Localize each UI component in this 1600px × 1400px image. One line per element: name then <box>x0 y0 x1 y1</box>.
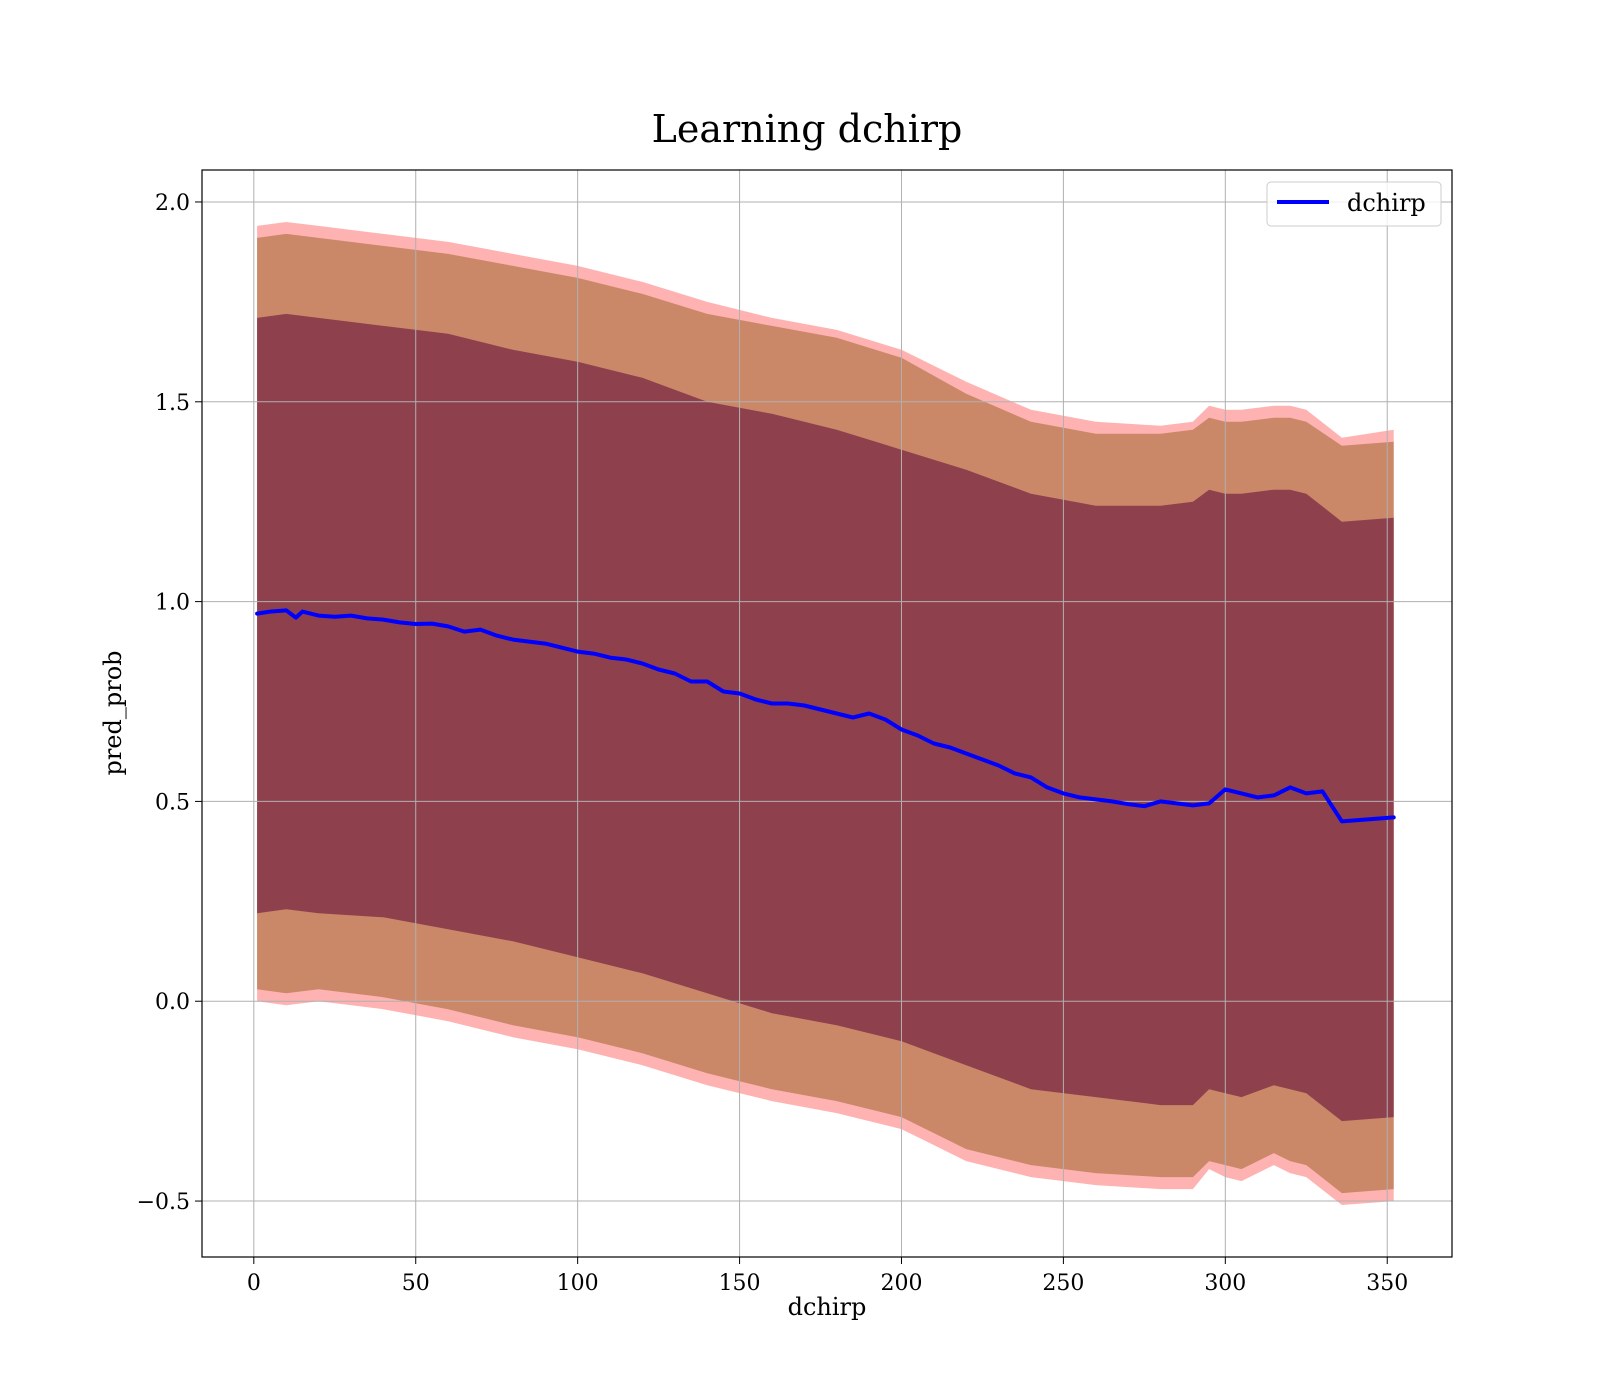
x-tick-label: 50 <box>402 1271 430 1296</box>
grid-lines <box>202 170 1452 1257</box>
x-ticks: 0 50 100 150 200 250 300 350 <box>247 1257 1408 1296</box>
x-tick-label: 250 <box>1042 1271 1084 1296</box>
y-axis-title: pred_prob <box>99 650 127 775</box>
legend: dchirp <box>1266 181 1442 227</box>
y-tick-label: 1.5 <box>155 391 190 416</box>
x-tick-label: 0 <box>247 1271 261 1296</box>
legend-label-dchirp: dchirp <box>1347 189 1426 217</box>
y-tick-label: 0.0 <box>155 990 190 1015</box>
y-tick-label: −0.5 <box>137 1190 190 1215</box>
series-line-dchirp <box>255 608 1396 824</box>
x-tick-label: 300 <box>1204 1271 1246 1296</box>
x-tick-label: 150 <box>719 1271 761 1296</box>
confidence-band-3 <box>257 313 1394 1122</box>
plot-frame <box>201 169 1453 1258</box>
y-tick-label: 2.0 <box>155 191 190 216</box>
series-lines <box>255 608 1396 824</box>
x-tick-label: 200 <box>880 1271 922 1296</box>
chart-title: Learning dchirp <box>652 107 963 151</box>
legend-box <box>1266 181 1442 227</box>
y-ticks: −0.5 0.0 0.5 1.0 1.5 2.0 <box>137 191 202 1215</box>
x-tick-label: 350 <box>1366 1271 1408 1296</box>
y-tick-label: 1.0 <box>155 591 190 616</box>
y-tick-label: 0.5 <box>155 790 190 815</box>
x-axis-title: dchirp <box>788 1293 867 1321</box>
confidence-bands <box>257 222 1394 1205</box>
x-tick-label: 100 <box>557 1271 599 1296</box>
